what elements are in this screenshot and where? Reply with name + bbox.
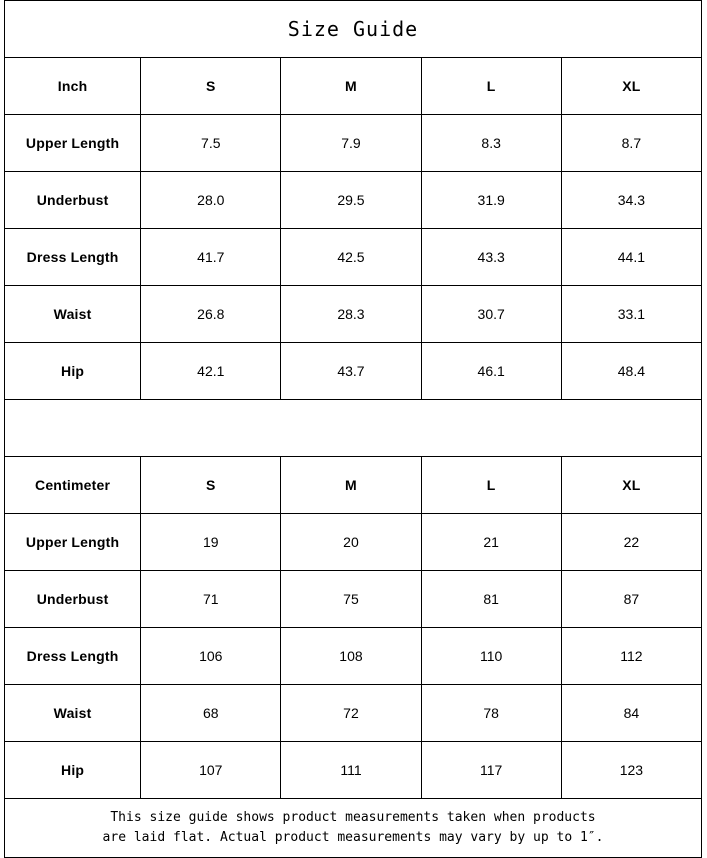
cell-underbust-cm-m: 75 <box>280 570 422 628</box>
column-header-s: S <box>140 57 282 115</box>
column-header-cm-s: S <box>140 456 282 514</box>
cell-underbust-inch-l: 31.9 <box>420 171 562 229</box>
size-guide-note: This size guide shows product measuremen… <box>4 798 702 858</box>
table-row: Upper Length 7.5 7.9 8.3 8.7 <box>3 114 703 172</box>
cell-waist-inch-m: 28.3 <box>280 285 422 343</box>
cell-hip-cm-s: 107 <box>140 741 282 799</box>
column-header-m: M <box>280 57 422 115</box>
note-line-2: are laid flat. Actual product measuremen… <box>102 830 604 845</box>
cell-underbust-inch-xl: 34.3 <box>560 171 703 229</box>
cell-hip-cm-l: 117 <box>420 741 562 799</box>
row-label-waist-inch: Waist <box>3 285 142 343</box>
cell-waist-inch-l: 30.7 <box>420 285 562 343</box>
row-label-hip-cm: Hip <box>3 741 142 799</box>
cell-waist-cm-s: 68 <box>140 684 282 742</box>
note-row: This size guide shows product measuremen… <box>4 798 702 858</box>
cell-waist-cm-m: 72 <box>280 684 422 742</box>
cell-hip-inch-m: 43.7 <box>280 342 422 400</box>
unit-header-inch: Inch <box>3 57 142 115</box>
header-row-centimeter: Centimeter S M L XL <box>3 456 703 514</box>
row-label-underbust-inch: Underbust <box>3 171 142 229</box>
cell-upper-length-inch-m: 7.9 <box>280 114 422 172</box>
row-label-dress-length-cm: Dress Length <box>3 627 142 685</box>
cell-dress-length-inch-s: 41.7 <box>140 228 282 286</box>
cell-hip-inch-xl: 48.4 <box>560 342 703 400</box>
cell-underbust-inch-m: 29.5 <box>280 171 422 229</box>
title-row: Size Guide <box>4 0 702 58</box>
table-row: Underbust 71 75 81 87 <box>3 570 703 628</box>
row-label-hip-inch: Hip <box>3 342 142 400</box>
table-row: Waist 68 72 78 84 <box>3 684 703 742</box>
table-row: Hip 42.1 43.7 46.1 48.4 <box>3 342 703 400</box>
table-separator <box>4 399 702 457</box>
table-row: Dress Length 41.7 42.5 43.3 44.1 <box>3 228 703 286</box>
cell-waist-cm-xl: 84 <box>560 684 703 742</box>
row-label-underbust-cm: Underbust <box>3 570 142 628</box>
cell-hip-inch-s: 42.1 <box>140 342 282 400</box>
table-row: Upper Length 19 20 21 22 <box>3 513 703 571</box>
cell-upper-length-inch-xl: 8.7 <box>560 114 703 172</box>
cell-dress-length-cm-xl: 112 <box>560 627 703 685</box>
cell-hip-cm-m: 111 <box>280 741 422 799</box>
cell-upper-length-cm-s: 19 <box>140 513 282 571</box>
spacer-row <box>4 399 702 457</box>
cell-upper-length-cm-xl: 22 <box>560 513 703 571</box>
cell-underbust-inch-s: 28.0 <box>140 171 282 229</box>
cell-waist-inch-s: 26.8 <box>140 285 282 343</box>
row-label-dress-length-inch: Dress Length <box>3 228 142 286</box>
cell-dress-length-inch-l: 43.3 <box>420 228 562 286</box>
cell-hip-cm-xl: 123 <box>560 741 703 799</box>
page-title: Size Guide <box>4 0 702 58</box>
cell-upper-length-cm-l: 21 <box>420 513 562 571</box>
cell-upper-length-inch-s: 7.5 <box>140 114 282 172</box>
cell-upper-length-cm-m: 20 <box>280 513 422 571</box>
cell-dress-length-inch-m: 42.5 <box>280 228 422 286</box>
column-header-cm-xl: XL <box>560 456 703 514</box>
cell-waist-inch-xl: 33.1 <box>560 285 703 343</box>
cell-upper-length-inch-l: 8.3 <box>420 114 562 172</box>
cell-underbust-cm-l: 81 <box>420 570 562 628</box>
cell-dress-length-cm-l: 110 <box>420 627 562 685</box>
cell-waist-cm-l: 78 <box>420 684 562 742</box>
column-header-xl: XL <box>560 57 703 115</box>
cell-dress-length-inch-xl: 44.1 <box>560 228 703 286</box>
header-row-inch: Inch S M L XL <box>3 57 703 115</box>
column-header-l: L <box>420 57 562 115</box>
row-label-upper-length-inch: Upper Length <box>3 114 142 172</box>
table-row: Waist 26.8 28.3 30.7 33.1 <box>3 285 703 343</box>
row-label-upper-length-cm: Upper Length <box>3 513 142 571</box>
table-row: Hip 107 111 117 123 <box>3 741 703 799</box>
note-line-1: This size guide shows product measuremen… <box>110 810 596 825</box>
table-row: Underbust 28.0 29.5 31.9 34.3 <box>3 171 703 229</box>
column-header-cm-l: L <box>420 456 562 514</box>
cell-hip-inch-l: 46.1 <box>420 342 562 400</box>
unit-header-centimeter: Centimeter <box>3 456 142 514</box>
cell-dress-length-cm-s: 106 <box>140 627 282 685</box>
size-guide-table: Size Guide Inch S M L XL Upper Length 7.… <box>3 0 703 858</box>
cell-underbust-cm-s: 71 <box>140 570 282 628</box>
cell-underbust-cm-xl: 87 <box>560 570 703 628</box>
column-header-cm-m: M <box>280 456 422 514</box>
cell-dress-length-cm-m: 108 <box>280 627 422 685</box>
table-row: Dress Length 106 108 110 112 <box>3 627 703 685</box>
row-label-waist-cm: Waist <box>3 684 142 742</box>
